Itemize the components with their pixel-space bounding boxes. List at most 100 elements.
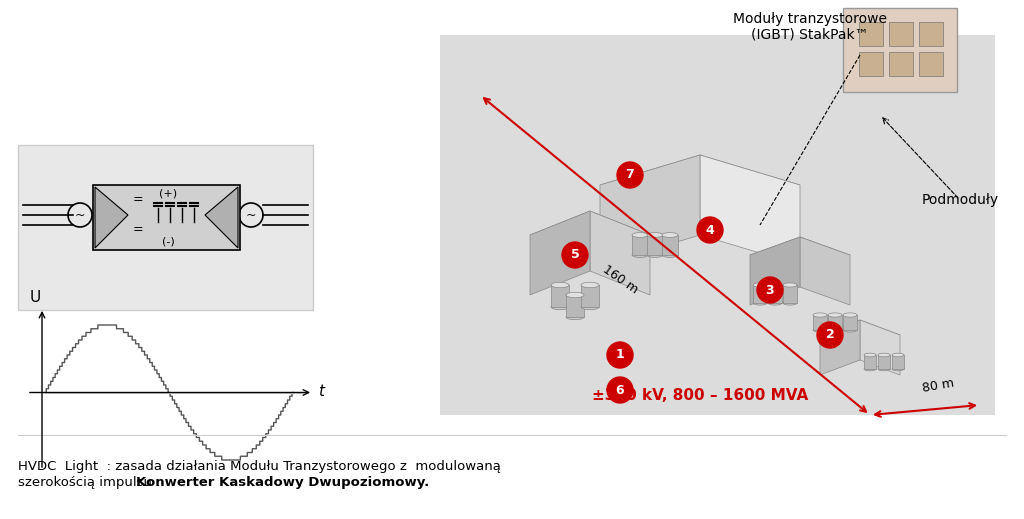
Polygon shape [600, 155, 700, 265]
Circle shape [607, 342, 633, 368]
Text: 7: 7 [626, 169, 635, 182]
Text: szerokością impulsu :: szerokością impulsu : [18, 476, 165, 489]
Ellipse shape [828, 313, 842, 317]
FancyBboxPatch shape [859, 52, 883, 76]
Polygon shape [600, 155, 800, 215]
Bar [551, 285, 569, 307]
FancyBboxPatch shape [889, 22, 913, 46]
Text: 1: 1 [615, 348, 625, 362]
Ellipse shape [566, 292, 584, 298]
Bar [581, 285, 599, 307]
Ellipse shape [632, 233, 648, 237]
Ellipse shape [843, 313, 857, 317]
Ellipse shape [662, 253, 678, 257]
Ellipse shape [828, 328, 842, 332]
Circle shape [607, 377, 633, 403]
FancyBboxPatch shape [919, 22, 943, 46]
Text: Podmoduły: Podmoduły [922, 193, 998, 207]
Text: 2: 2 [825, 329, 835, 342]
Bar [768, 285, 782, 303]
Text: 6: 6 [615, 384, 625, 397]
Ellipse shape [864, 367, 876, 371]
Text: ~: ~ [75, 209, 85, 222]
Circle shape [697, 217, 723, 243]
Ellipse shape [783, 283, 797, 287]
Ellipse shape [813, 313, 827, 317]
Ellipse shape [581, 304, 599, 310]
Ellipse shape [878, 353, 890, 357]
Polygon shape [750, 237, 800, 305]
Polygon shape [530, 211, 590, 295]
Polygon shape [820, 320, 900, 350]
Bar [632, 235, 648, 255]
Ellipse shape [581, 282, 599, 288]
Ellipse shape [551, 282, 569, 288]
Bar [813, 315, 827, 330]
Ellipse shape [632, 253, 648, 257]
Polygon shape [820, 320, 860, 375]
Polygon shape [95, 187, 128, 248]
Text: 4: 4 [706, 224, 715, 237]
Polygon shape [205, 187, 238, 248]
Polygon shape [860, 320, 900, 375]
Text: =: = [133, 224, 143, 237]
Ellipse shape [768, 301, 782, 305]
Ellipse shape [647, 233, 663, 237]
Text: (+): (+) [159, 189, 177, 199]
Ellipse shape [813, 328, 827, 332]
Ellipse shape [647, 253, 663, 257]
Bar [828, 315, 842, 330]
Ellipse shape [878, 367, 890, 371]
Text: ±320 kV, 800 – 1600 MVA: ±320 kV, 800 – 1600 MVA [592, 388, 808, 403]
Bar [843, 315, 857, 330]
Polygon shape [800, 237, 850, 305]
Bar [753, 285, 767, 303]
Ellipse shape [662, 233, 678, 237]
Text: U: U [30, 290, 41, 305]
Text: =: = [133, 194, 143, 207]
FancyBboxPatch shape [93, 185, 240, 250]
Text: 160 m: 160 m [600, 263, 640, 297]
Circle shape [617, 162, 643, 188]
Text: (IGBT) StakPak™: (IGBT) StakPak™ [752, 27, 868, 41]
FancyBboxPatch shape [18, 145, 313, 310]
FancyBboxPatch shape [889, 52, 913, 76]
FancyBboxPatch shape [440, 35, 995, 415]
Ellipse shape [783, 301, 797, 305]
Ellipse shape [566, 315, 584, 320]
Circle shape [817, 322, 843, 348]
Ellipse shape [892, 353, 904, 357]
Text: t: t [318, 384, 324, 399]
Ellipse shape [551, 304, 569, 310]
Ellipse shape [892, 367, 904, 371]
FancyBboxPatch shape [859, 22, 883, 46]
Circle shape [757, 277, 783, 303]
Text: Moduły tranzystorowe: Moduły tranzystorowe [733, 12, 887, 26]
Polygon shape [750, 237, 850, 273]
Ellipse shape [864, 353, 876, 357]
Text: HVDC  Light  : zasada działania Modułu Tranzystorowego z  modulowaną: HVDC Light : zasada działania Modułu Tra… [18, 460, 501, 473]
Bar [566, 295, 584, 317]
Text: 5: 5 [570, 249, 580, 262]
Text: ~: ~ [246, 209, 256, 222]
Polygon shape [590, 211, 650, 295]
Bar [892, 355, 904, 369]
Text: Konwerter Kaskadowy Dwupoziomowy.: Konwerter Kaskadowy Dwupoziomowy. [136, 476, 429, 489]
Ellipse shape [768, 283, 782, 287]
Bar [662, 235, 678, 255]
Circle shape [562, 242, 588, 268]
Text: 3: 3 [766, 283, 774, 296]
Bar [878, 355, 890, 369]
FancyBboxPatch shape [843, 8, 957, 92]
Polygon shape [530, 211, 650, 259]
Bar [783, 285, 797, 303]
Bar [864, 355, 876, 369]
Polygon shape [700, 155, 800, 265]
Text: (-): (-) [162, 237, 174, 247]
Text: 80 m: 80 m [921, 377, 955, 395]
FancyBboxPatch shape [919, 52, 943, 76]
Ellipse shape [753, 283, 767, 287]
Ellipse shape [753, 301, 767, 305]
Bar [647, 235, 663, 255]
Ellipse shape [843, 328, 857, 332]
